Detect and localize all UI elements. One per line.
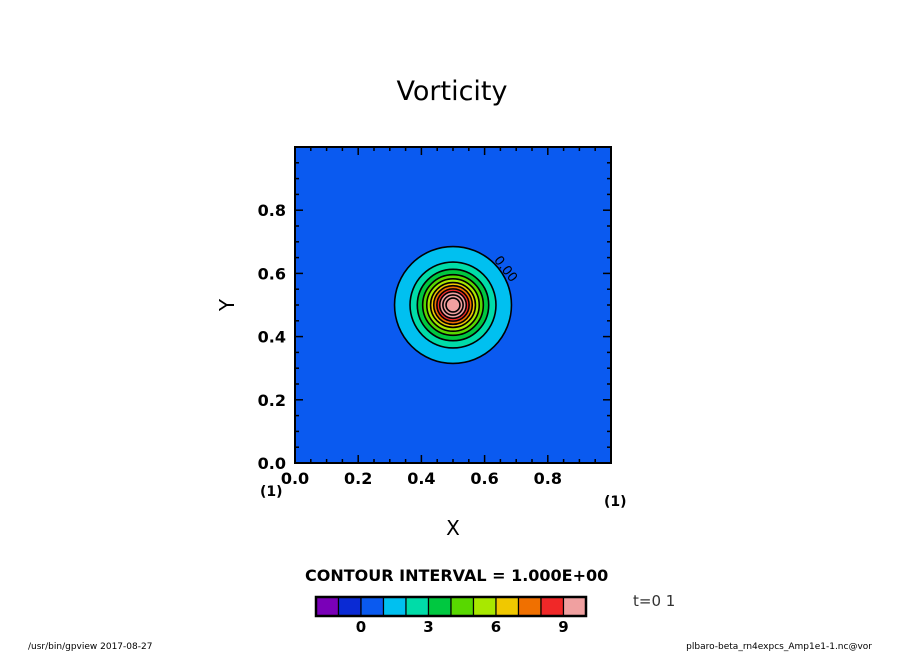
colorbar-tick-label: 3 bbox=[423, 618, 433, 636]
contour-line-5 bbox=[429, 281, 477, 329]
colorbar-box bbox=[540, 596, 565, 617]
contour-line-1 bbox=[409, 261, 497, 349]
x-tick-label: 0.6 bbox=[470, 469, 498, 488]
colorbar-box bbox=[382, 596, 407, 617]
y-tick-label: 0.8 bbox=[258, 201, 286, 220]
contour-line-8 bbox=[438, 290, 468, 320]
contour-line-2 bbox=[416, 268, 490, 342]
contour-band-10 bbox=[446, 298, 460, 312]
footer-program-date: /usr/bin/gpview 2017-08-27 bbox=[28, 642, 153, 652]
colorbar-box bbox=[562, 596, 587, 617]
colorbar-tick-label: 9 bbox=[558, 618, 568, 636]
colorbar-box bbox=[450, 596, 475, 617]
colorbar-tick-label: 6 bbox=[491, 618, 501, 636]
colorbar-box bbox=[360, 596, 385, 617]
contour-line-0 bbox=[393, 245, 513, 365]
contour-bands bbox=[393, 245, 513, 365]
y-tick-label: 0.2 bbox=[258, 391, 286, 410]
x-tick-label: 0.8 bbox=[534, 469, 562, 488]
chart-title: Vorticity bbox=[396, 76, 508, 107]
axis-ticks bbox=[294, 146, 612, 464]
y-tick-label: 0.0 bbox=[258, 454, 286, 473]
time-label: t=0 1 bbox=[633, 592, 676, 610]
colorbar-box bbox=[405, 596, 430, 617]
contour-line-9 bbox=[442, 294, 464, 316]
x-axis-note: (1) bbox=[604, 494, 627, 510]
x-tick-label: 0.0 bbox=[281, 469, 309, 488]
colorbar-frame bbox=[314, 595, 588, 618]
contour-line-3 bbox=[421, 273, 485, 337]
y-tick-label: 0.4 bbox=[258, 328, 286, 347]
contour-line-4 bbox=[425, 277, 481, 333]
colorbar-box bbox=[337, 596, 362, 617]
colorbar-box bbox=[472, 596, 497, 617]
x-tick-label: 0.2 bbox=[344, 469, 372, 488]
footer-file-variable: plbaro-beta_rn4expcs_Amp1e1-1.nc@vor bbox=[686, 642, 872, 652]
x-axis-label: X bbox=[446, 516, 460, 540]
y-axis-note: (1) bbox=[260, 484, 283, 500]
y-axis-label: Y bbox=[215, 298, 239, 312]
contour-line-7 bbox=[436, 288, 470, 322]
x-tick-label: 0.4 bbox=[407, 469, 435, 488]
contour-line-6 bbox=[432, 284, 474, 326]
colorbar-tick-label: 0 bbox=[356, 618, 366, 636]
colorbar-box bbox=[315, 596, 340, 617]
contour-interval-label: CONTOUR INTERVAL = 1.000E+00 bbox=[305, 566, 609, 585]
colorbar: 0 3 6 9 bbox=[314, 595, 588, 636]
colorbar-box bbox=[427, 596, 452, 617]
contour-line-10 bbox=[445, 297, 461, 313]
y-tick-label: 0.6 bbox=[258, 264, 286, 283]
colorbar-box bbox=[517, 596, 542, 617]
colorbar-box bbox=[495, 596, 520, 617]
